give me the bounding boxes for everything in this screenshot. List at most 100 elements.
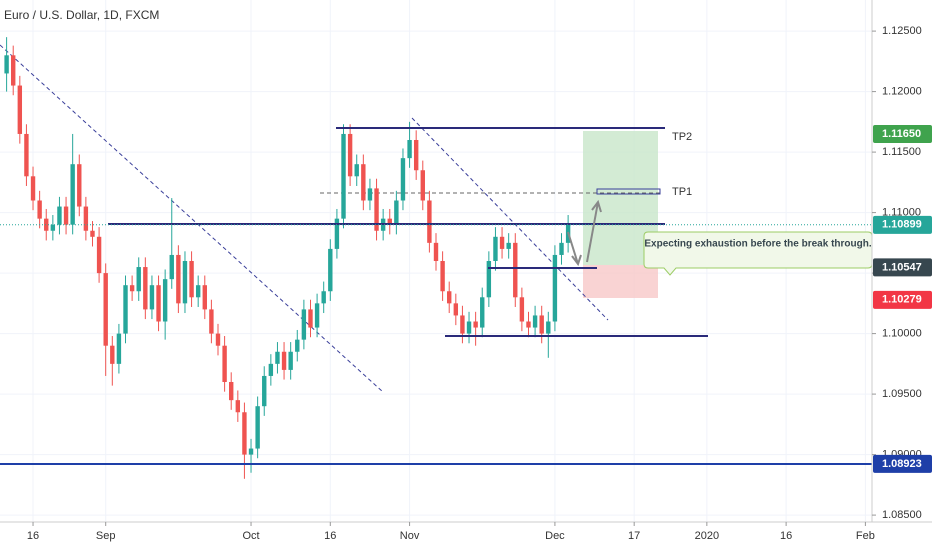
candle-body xyxy=(427,200,432,243)
trend-line xyxy=(411,117,609,321)
candle-body xyxy=(440,261,445,292)
candle-body xyxy=(235,400,241,413)
x-tick-label: 16 xyxy=(780,530,792,542)
price-badge-label: 1.10899 xyxy=(882,219,922,231)
candle-body xyxy=(262,375,267,407)
candle-body xyxy=(308,309,313,328)
x-tick-label: 16 xyxy=(27,530,39,542)
candle-body xyxy=(341,133,346,219)
candle-body xyxy=(202,285,207,310)
candle-body xyxy=(413,139,419,171)
trend-line xyxy=(0,44,384,393)
price-badge xyxy=(873,290,932,309)
candle-body xyxy=(123,285,128,334)
x-tick-label: Oct xyxy=(242,530,259,542)
candle-body xyxy=(268,363,274,376)
price-badge xyxy=(873,454,932,473)
candle-body xyxy=(493,236,498,261)
candle-body xyxy=(57,206,62,225)
y-tick-label: 1.11500 xyxy=(882,146,921,158)
candle-body xyxy=(90,230,95,237)
candle-body xyxy=(77,164,82,207)
candle-body xyxy=(156,285,161,322)
candle-body xyxy=(354,164,359,177)
arrow-up xyxy=(586,199,602,263)
candle-body xyxy=(466,321,472,334)
candle-body xyxy=(486,261,492,298)
candle-body xyxy=(275,351,280,364)
candle-body xyxy=(387,218,392,225)
x-tick-label: 17 xyxy=(628,530,640,542)
candle-body xyxy=(182,261,188,304)
candle-body xyxy=(189,261,194,298)
candle-body xyxy=(44,218,49,231)
candle-body xyxy=(162,279,168,322)
candle-body xyxy=(229,382,234,401)
candle-body xyxy=(136,267,141,292)
candle-body xyxy=(513,242,518,298)
price-badge-label: 1.10547 xyxy=(882,261,922,273)
candle-body xyxy=(222,345,227,383)
candle-body xyxy=(281,351,287,370)
price-badge-label: 1.08923 xyxy=(882,458,922,470)
candle-body xyxy=(242,412,247,455)
candle-body xyxy=(143,267,148,310)
candle-body xyxy=(559,242,564,255)
y-tick-label: 1.10000 xyxy=(882,328,922,340)
x-tick-label: Sep xyxy=(96,530,116,542)
y-tick-label: 1.12500 xyxy=(882,25,922,37)
candle-body xyxy=(552,254,558,322)
candle-body xyxy=(546,321,551,334)
candle-body xyxy=(433,242,439,261)
candle-body xyxy=(295,339,300,352)
candle-body xyxy=(110,345,115,364)
price-badge-label: 1.11650 xyxy=(882,128,921,140)
price-badge xyxy=(873,258,932,277)
candle-body xyxy=(314,303,320,328)
candle-body xyxy=(374,188,379,231)
candle-body xyxy=(176,254,181,304)
candle-body xyxy=(506,242,511,249)
candle-body xyxy=(30,176,36,201)
candle-body xyxy=(63,206,69,225)
candles xyxy=(4,37,571,479)
price-badge-label: 1.10279 xyxy=(882,294,922,306)
candle-body xyxy=(539,315,544,334)
candle-body xyxy=(215,333,221,346)
candle-body xyxy=(149,285,155,310)
candle-body xyxy=(328,248,333,292)
candle-body xyxy=(420,170,425,201)
candle-body xyxy=(37,200,42,219)
candle-body xyxy=(11,55,16,86)
x-tick-label: Nov xyxy=(400,530,420,542)
x-tick-label: 16 xyxy=(324,530,336,542)
candle-body xyxy=(400,158,406,201)
candle-body xyxy=(453,303,459,316)
candle-body xyxy=(255,406,260,449)
y-tick-label: 1.09500 xyxy=(882,388,922,400)
tp1-label: TP1 xyxy=(672,186,692,198)
candle-body xyxy=(70,164,75,225)
candle-body xyxy=(321,291,326,304)
candle-body xyxy=(447,291,452,304)
x-tick-label: Dec xyxy=(545,530,565,542)
chart-title: Euro / U.S. Dollar, 1D, FXCM xyxy=(4,8,159,22)
candle-body xyxy=(460,315,465,334)
candle-body xyxy=(83,206,89,231)
candle-body xyxy=(17,85,23,134)
loss-zone xyxy=(583,265,658,298)
candle-body xyxy=(169,254,174,280)
candle-body xyxy=(480,297,485,328)
y-tick-label: 1.12000 xyxy=(882,86,922,98)
price-badge xyxy=(873,215,932,234)
candle-body xyxy=(519,297,525,322)
candle-body xyxy=(407,139,412,159)
candle-body xyxy=(116,333,122,364)
candle-body xyxy=(24,133,29,177)
candle-body xyxy=(209,309,214,334)
y-tick-label: 1.11000 xyxy=(882,207,921,219)
candle-body xyxy=(4,55,9,74)
candle-body xyxy=(129,285,135,292)
candle-body xyxy=(499,236,505,249)
